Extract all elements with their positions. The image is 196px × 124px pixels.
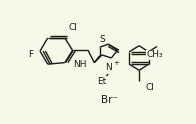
- Text: Br⁻: Br⁻: [101, 95, 118, 105]
- Text: CH₃: CH₃: [146, 50, 163, 59]
- Text: Cl: Cl: [68, 23, 77, 32]
- Text: N: N: [105, 63, 112, 72]
- Text: +: +: [113, 60, 119, 66]
- Text: NH: NH: [74, 60, 87, 69]
- Text: Et: Et: [97, 77, 107, 86]
- Text: Cl: Cl: [146, 83, 154, 92]
- Text: S: S: [99, 35, 105, 44]
- Text: F: F: [28, 50, 33, 59]
